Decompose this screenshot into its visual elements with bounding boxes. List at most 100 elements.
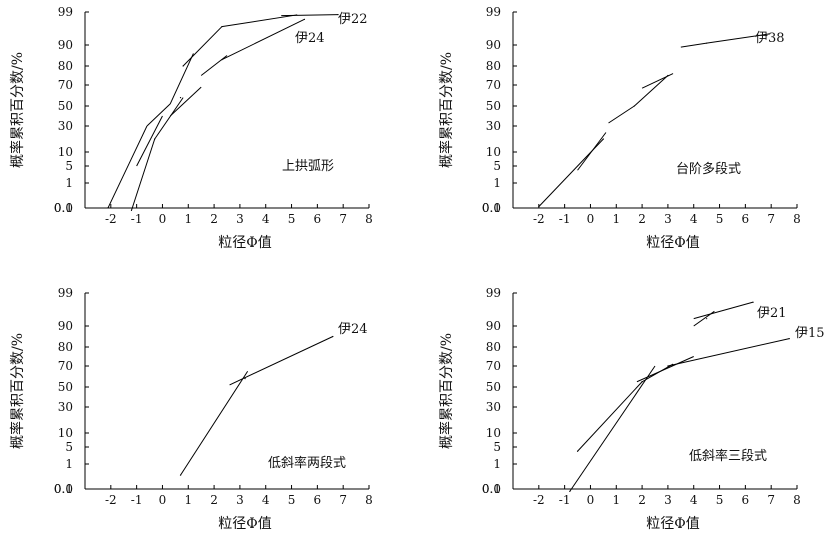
x-tick-label: -1 [559,212,571,226]
y-axis-label: 概率累积百分数/% [438,52,455,168]
data-point [337,13,339,16]
data-point [221,59,223,61]
x-tick-label: 2 [638,212,646,226]
y-tick-label: 0.1 [54,482,73,496]
data-point [752,301,754,303]
y-tick-label: 0.0 [54,482,73,496]
x-tick-label: 4 [262,493,270,507]
data-point [296,14,298,16]
y-tick-label: 1 [493,176,501,190]
y-axis-label: 概率累积百分数/% [9,333,26,449]
y-tick-label: 90 [486,38,501,52]
y-tick-label: 90 [486,319,501,333]
data-point [641,381,643,383]
series-segment [200,55,228,76]
data-point [332,335,334,338]
panel-caption: 上拱弧形 [282,159,334,174]
x-tick-label: 3 [664,493,672,507]
series-segment [130,138,156,211]
x-tick-label: 6 [742,493,750,507]
y-tick-label: 70 [486,359,501,373]
x-tick-label: 3 [236,493,244,507]
series-segment [154,97,184,140]
x-tick-label: -1 [131,212,143,226]
x-tick-label: 1 [184,212,192,226]
y-tick-label: 5 [493,440,501,454]
series-segment [641,363,674,383]
x-tick-label: 2 [638,493,646,507]
series-segment [577,381,643,452]
y-tick-label: 99 [486,286,501,300]
data-point [182,65,184,67]
series-segment [667,338,790,367]
x-tick-label: 6 [314,493,322,507]
x-tick-label: -1 [131,493,143,507]
y-tick-label: 1 [493,457,501,471]
series-label: 伊38 [755,31,785,46]
y-tick-label: 70 [58,359,73,373]
y-tick-label: 80 [486,340,501,354]
x-axis-label: 粒径Φ值 [646,516,699,532]
x-tick-label: 8 [365,493,373,507]
series-segment [577,132,607,171]
series-segment [169,53,194,105]
y-tick-label: 0.1 [54,201,73,215]
data-point [706,42,708,44]
y-tick-label: 50 [58,99,73,113]
series-segment [169,86,202,117]
panel-caption: 低斜率两段式 [268,455,346,471]
x-tick-label: 5 [288,493,296,507]
x-tick-label: -2 [533,493,545,507]
series-segment [229,336,334,386]
y-tick-label: 0.1 [482,482,501,496]
y-tick-label: 1 [65,457,73,471]
y-tick-label: 5 [65,159,73,173]
data-point [179,474,182,476]
y-tick-label: 70 [58,78,73,92]
y-tick-label: 10 [58,145,73,159]
data-point [667,74,669,77]
x-tick-label: 4 [690,212,698,226]
y-tick-label: 30 [58,400,73,414]
x-tick-label: -2 [105,493,117,507]
y-tick-label: 90 [58,38,73,52]
x-tick-label: 5 [716,493,724,507]
x-tick-label: 0 [159,212,167,226]
data-point [130,209,133,211]
x-tick-label: 7 [767,212,775,226]
series-segment [608,105,635,124]
data-point [154,138,156,140]
x-tick-label: 0 [587,493,595,507]
x-axis-label: 粒径Φ值 [218,235,271,251]
x-tick-label: -1 [559,493,571,507]
series-segment [569,365,656,492]
series-segment [281,14,339,17]
y-tick-label: 1 [65,176,73,190]
x-tick-label: 0 [159,493,167,507]
y-tick-label: 99 [486,5,501,19]
series-label: 伊22 [338,12,368,27]
series-label: 伊21 [757,306,787,321]
data-point [221,26,223,28]
y-tick-label: 5 [65,440,73,454]
y-tick-label: 0.1 [482,201,501,215]
chart-panel: -2 -1 0 1 2 3 4 5 6 7 899908070503010510.10.0概率累积百… [9,5,373,251]
x-tick-label: 6 [314,212,322,226]
x-tick-label: 7 [339,493,347,507]
data-point [788,338,790,340]
chart-panel: -2 -1 0 1 2 3 4 5 6 7 899908070503010510.10.0概率累积百… [9,286,373,532]
y-axis-label: 概率累积百分数/% [438,333,455,449]
series-label: 伊15 [795,326,825,341]
y-tick-label: 70 [486,78,501,92]
data-point [576,450,579,452]
data-point [303,18,306,20]
x-tick-label: 7 [767,493,775,507]
x-tick-label: 4 [690,493,698,507]
x-axis-label: 粒径Φ值 [646,235,699,251]
x-tick-label: 4 [262,212,270,226]
y-tick-label: 30 [58,119,73,133]
x-axis-label: 粒径Φ值 [218,516,271,532]
x-tick-label: 8 [793,493,801,507]
x-tick-label: 8 [365,212,373,226]
x-tick-label: -2 [533,212,545,226]
